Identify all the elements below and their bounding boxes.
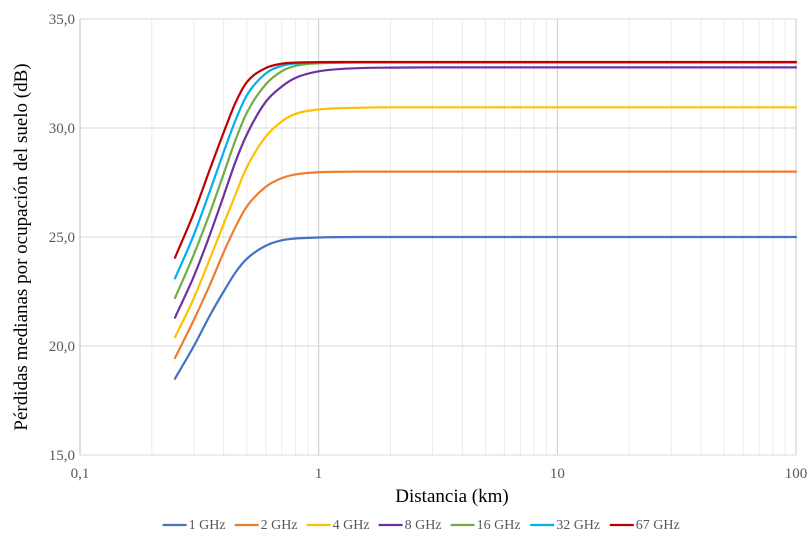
legend-label: 2 GHz: [261, 518, 298, 533]
x-tick-label: 1: [315, 466, 323, 482]
series-line-4-ghz: [173, 106, 798, 339]
y-axis-title: Pérdidas medianas por ocupación del suel…: [11, 63, 32, 430]
legend-label: 1 GHz: [189, 518, 226, 533]
series-line-8-ghz: [173, 66, 798, 319]
y-tick-label: 20,0: [49, 339, 75, 355]
tick-labels: 15,0 20,0 25,0 30,0 35,0 0,1 1 10 100: [49, 12, 808, 482]
x-axis-title: Distancia (km): [395, 486, 508, 507]
y-tick-label: 30,0: [49, 121, 75, 137]
series-line-1-ghz: [173, 235, 798, 380]
series-line-2-ghz: [173, 170, 798, 360]
y-tick-label: 25,0: [49, 230, 75, 246]
series-lines: [173, 60, 798, 380]
legend-label: 8 GHz: [405, 518, 442, 533]
legend: 1 GHz 2 GHz 4 GHz 8 GHz 16 GHz 32 GHz 67 GHz: [162, 518, 680, 533]
legend-label: 32 GHz: [556, 518, 600, 533]
y-tick-label: 35,0: [49, 12, 75, 28]
legend-label: 67 GHz: [636, 518, 680, 533]
legend-label: 4 GHz: [333, 518, 370, 533]
x-tick-label: 10: [550, 466, 565, 482]
series-line-67-ghz: [173, 60, 798, 259]
x-tick-label: 100: [785, 466, 808, 482]
x-tick-label: 0,1: [71, 466, 90, 482]
y-tick-label: 15,0: [49, 448, 75, 464]
legend-label: 16 GHz: [477, 518, 521, 533]
